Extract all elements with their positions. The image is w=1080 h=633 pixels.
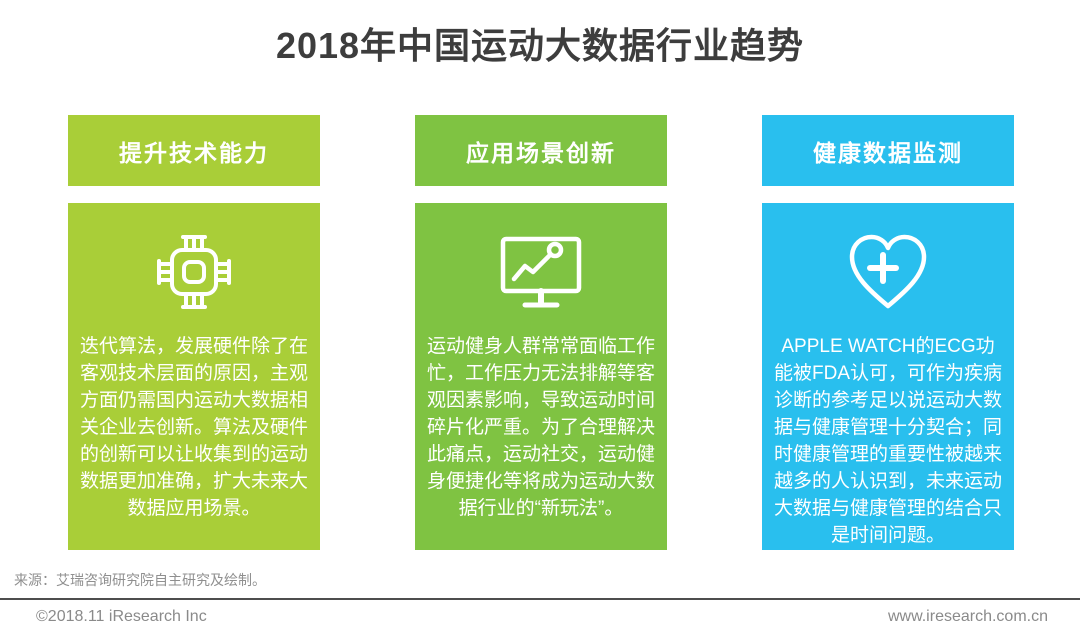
columns-container: 提升技术能力 迭代算法，发展硬件除了在客观技术层面的原因，主观方面仍需国内运动大… xyxy=(68,115,1014,550)
column-text-health: APPLE WATCH的ECG功能被FDA认可，可作为疾病诊断的参考足以说运动大… xyxy=(774,336,1003,546)
monitor-chart-icon xyxy=(497,203,585,333)
column-header-health: 健康数据监测 xyxy=(762,115,1014,186)
page-title: 2018年中国运动大数据行业趋势 xyxy=(275,25,805,66)
column-health-monitoring: 健康数据监测 APPLE WATCH的ECG功能被FDA认可，可作为疾病诊断的参… xyxy=(762,115,1014,550)
column-header-tech: 提升技术能力 xyxy=(68,115,320,186)
website-url: www.iresearch.com.cn xyxy=(887,608,1048,625)
column-header-application: 应用场景创新 xyxy=(415,115,667,186)
copyright-text: ©2018.11 iResearch Inc xyxy=(36,608,207,625)
column-application-innovation: 应用场景创新 运动健身人群常常面临工作忙，工作压力无法排解等客观因素影响，导致运… xyxy=(415,115,667,550)
column-body-health: APPLE WATCH的ECG功能被FDA认可，可作为疾病诊断的参考足以说运动大… xyxy=(762,203,1014,550)
source-note: 来源：艾瑞咨询研究院自主研究及绘制。 xyxy=(14,572,266,588)
column-text-tech: 迭代算法，发展硬件除了在客观技术层面的原因，主观方面仍需国内运动大数据相关企业去… xyxy=(80,336,309,519)
column-text-application: 运动健身人群常常面临工作忙，工作压力无法排解等客观因素影响，导致运动时间碎片化严… xyxy=(427,336,656,519)
chip-icon xyxy=(152,203,236,333)
column-body-application: 运动健身人群常常面临工作忙，工作压力无法排解等客观因素影响，导致运动时间碎片化严… xyxy=(415,203,667,550)
heart-plus-icon xyxy=(842,203,934,333)
column-tech-capability: 提升技术能力 迭代算法，发展硬件除了在客观技术层面的原因，主观方面仍需国内运动大… xyxy=(68,115,320,550)
footer-divider xyxy=(0,598,1080,600)
column-body-tech: 迭代算法，发展硬件除了在客观技术层面的原因，主观方面仍需国内运动大数据相关企业去… xyxy=(68,203,320,550)
